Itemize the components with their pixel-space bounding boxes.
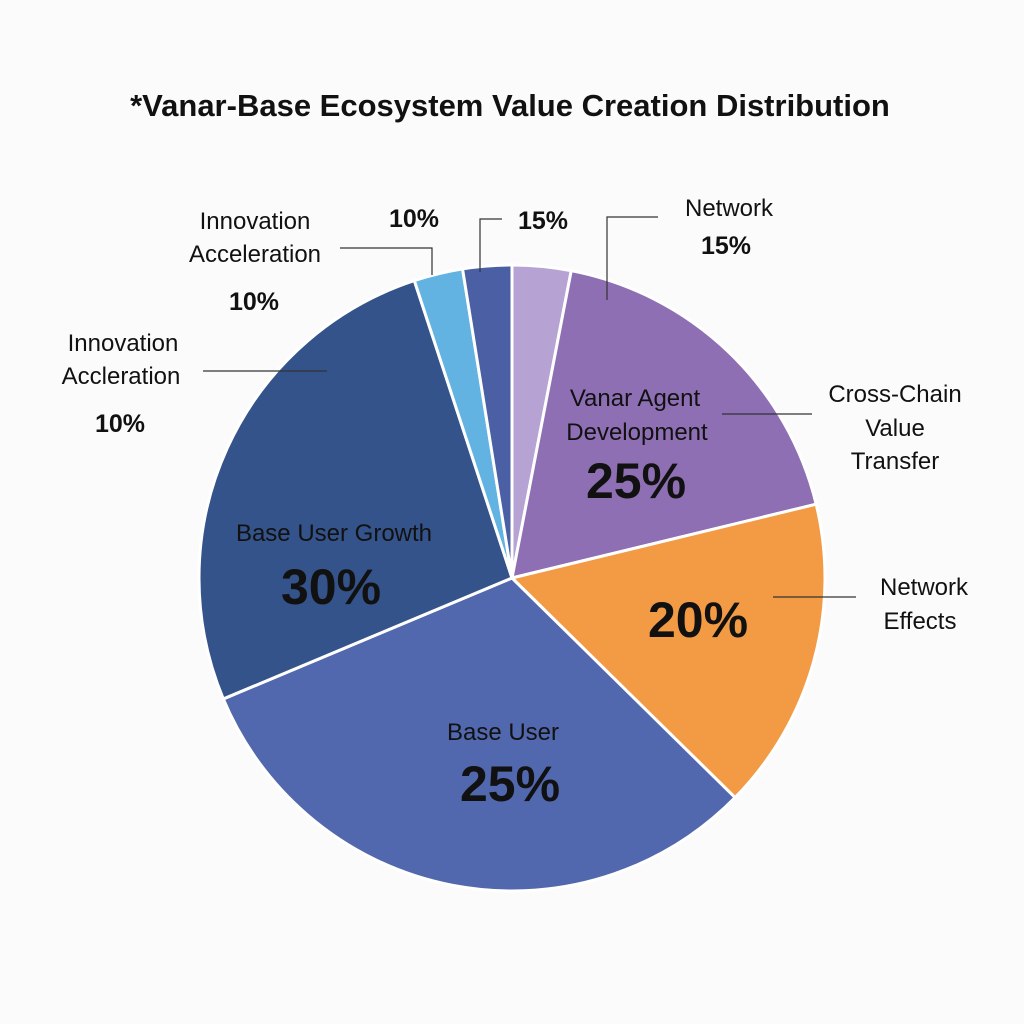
callout-percent-15: 15%	[518, 207, 568, 235]
slice-label-base-user-growth: Base User Growth	[236, 520, 432, 547]
callout-cross-chain-line1: Cross-Chain	[828, 381, 961, 408]
callout-network-effects-line2: Effects	[884, 608, 957, 635]
slice-percent-vanar-agent: 25%	[586, 453, 686, 509]
chart-title: *Vanar-Base Ecosystem Value Creation Dis…	[130, 88, 890, 123]
slice-percent-base-user: 25%	[460, 756, 560, 812]
callout-innovation-acceleration-percent: 10%	[229, 288, 279, 316]
callout-network-effects-line1: Network	[880, 574, 969, 601]
callout-innovation-acceleration-line2: Acceleration	[189, 241, 321, 268]
leader-line-15	[479, 218, 502, 272]
slice-percent-base-user-growth: 30%	[281, 559, 381, 615]
callout-percent-10-top: 10%	[389, 205, 439, 233]
pie-slice-4	[197, 279, 514, 701]
callout-cross-chain-line3: Transfer	[851, 448, 939, 475]
pie-slice-3	[221, 576, 737, 893]
pie-slice-2	[510, 502, 827, 800]
leader-line-network	[606, 216, 658, 300]
callout-network-line2: 15%	[701, 232, 751, 260]
callout-innovation-accleration-line2: Accleration	[62, 363, 181, 390]
callout-network-line1: Network	[685, 195, 774, 222]
pie-slices	[197, 263, 827, 893]
callout-innovation-acceleration-line1: Innovation	[200, 208, 311, 235]
leader-line-innovation-acceleration	[340, 247, 433, 275]
slice-label-vanar-agent-line2: Development	[566, 419, 708, 446]
leader-lines	[203, 216, 856, 598]
slice-percent-orange: 20%	[648, 592, 748, 648]
pie-slice-1	[510, 269, 818, 580]
slice-label-vanar-agent-line1: Vanar Agent	[570, 385, 701, 412]
callout-innovation-accleration-percent: 10%	[95, 410, 145, 438]
callout-cross-chain-line2: Value	[865, 415, 925, 442]
pie-slice-6	[461, 263, 514, 580]
slice-label-base-user: Base User	[447, 719, 559, 746]
callout-innovation-accleration-line1: Innovation	[68, 330, 179, 357]
